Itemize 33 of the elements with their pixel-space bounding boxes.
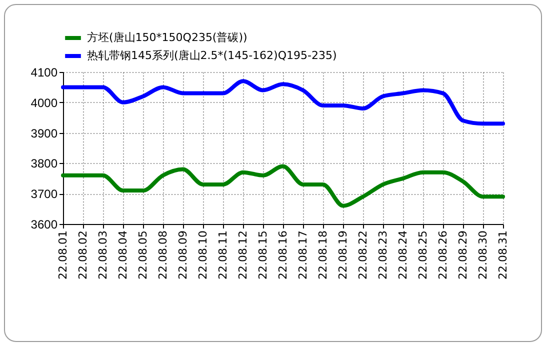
x-tick-label: 22.08.23 <box>376 230 390 280</box>
x-tick-label: 22.08.12 <box>236 230 250 280</box>
x-tick-label: 22.08.11 <box>216 230 230 280</box>
x-tick-label: 22.08.18 <box>316 230 330 280</box>
x-tick-label: 22.08.22 <box>356 230 370 280</box>
y-tick-label: 3600 <box>30 218 58 232</box>
x-tick-label: 22.08.31 <box>496 230 510 280</box>
y-tick-label: 4100 <box>30 66 58 80</box>
x-tick-label: 22.08.26 <box>436 230 450 280</box>
x-tick-label: 22.08.17 <box>296 230 310 280</box>
x-tick-label: 22.08.10 <box>196 230 210 280</box>
y-tick-label: 4000 <box>30 96 58 110</box>
x-tick-label: 22.08.02 <box>76 230 90 280</box>
x-tick-label: 22.08.24 <box>396 230 410 280</box>
x-tick-label: 22.08.16 <box>276 230 290 280</box>
x-tick-label: 22.08.19 <box>336 230 350 280</box>
line-series <box>61 164 505 208</box>
x-tick-label: 22.08.05 <box>136 230 150 280</box>
x-tick-label: 22.08.08 <box>156 230 170 280</box>
y-tick-label: 3900 <box>30 126 58 140</box>
x-tick-label: 22.08.03 <box>96 230 110 280</box>
x-tick-label: 22.08.04 <box>116 230 130 280</box>
y-tick-label: 3800 <box>30 156 58 171</box>
x-tick-label: 22.08.15 <box>256 230 270 280</box>
legend-label: 方坯(唐山150*150Q235(普碳)) <box>87 31 248 44</box>
legend-label: 热轧带钢145系列(唐山2.5*(145-162)Q195-235) <box>87 49 337 62</box>
x-tick-label: 22.08.29 <box>456 230 470 280</box>
x-tick-label: 22.08.09 <box>176 230 190 280</box>
y-tick-label: 3700 <box>30 187 58 202</box>
x-tick-label: 22.08.01 <box>56 230 70 280</box>
x-tick-label: 22.08.30 <box>476 230 490 280</box>
x-tick-label: 22.08.25 <box>416 230 430 280</box>
line-series <box>61 79 505 126</box>
